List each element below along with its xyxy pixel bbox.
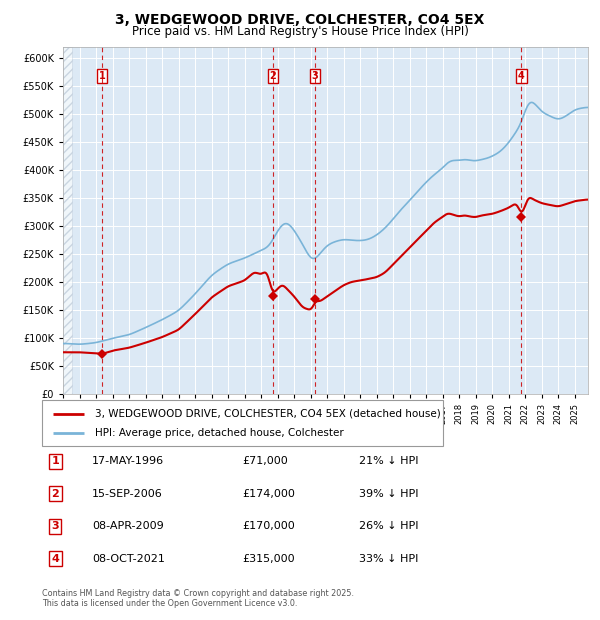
Text: £174,000: £174,000 bbox=[242, 489, 296, 498]
Text: 4: 4 bbox=[518, 71, 525, 81]
Text: 3, WEDGEWOOD DRIVE, COLCHESTER, CO4 5EX (detached house): 3, WEDGEWOOD DRIVE, COLCHESTER, CO4 5EX … bbox=[95, 409, 440, 419]
Text: Price paid vs. HM Land Registry's House Price Index (HPI): Price paid vs. HM Land Registry's House … bbox=[131, 25, 469, 37]
Text: 17-MAY-1996: 17-MAY-1996 bbox=[92, 456, 164, 466]
Text: 26% ↓ HPI: 26% ↓ HPI bbox=[359, 521, 418, 531]
Text: £71,000: £71,000 bbox=[242, 456, 289, 466]
Text: 3, WEDGEWOOD DRIVE, COLCHESTER, CO4 5EX: 3, WEDGEWOOD DRIVE, COLCHESTER, CO4 5EX bbox=[115, 13, 485, 27]
Text: 1: 1 bbox=[99, 71, 106, 81]
Text: 21% ↓ HPI: 21% ↓ HPI bbox=[359, 456, 418, 466]
Text: HPI: Average price, detached house, Colchester: HPI: Average price, detached house, Colc… bbox=[95, 428, 344, 438]
FancyBboxPatch shape bbox=[42, 400, 443, 446]
Text: 08-APR-2009: 08-APR-2009 bbox=[92, 521, 164, 531]
Text: 3: 3 bbox=[52, 521, 59, 531]
Text: 2: 2 bbox=[52, 489, 59, 498]
Text: £170,000: £170,000 bbox=[242, 521, 295, 531]
Text: £315,000: £315,000 bbox=[242, 554, 295, 564]
Text: 2: 2 bbox=[269, 71, 276, 81]
Text: Contains HM Land Registry data © Crown copyright and database right 2025.
This d: Contains HM Land Registry data © Crown c… bbox=[42, 589, 354, 608]
Text: 4: 4 bbox=[51, 554, 59, 564]
Text: 33% ↓ HPI: 33% ↓ HPI bbox=[359, 554, 418, 564]
Text: 3: 3 bbox=[312, 71, 319, 81]
Text: 1: 1 bbox=[52, 456, 59, 466]
Text: 15-SEP-2006: 15-SEP-2006 bbox=[92, 489, 163, 498]
Text: 08-OCT-2021: 08-OCT-2021 bbox=[92, 554, 165, 564]
Text: 39% ↓ HPI: 39% ↓ HPI bbox=[359, 489, 418, 498]
